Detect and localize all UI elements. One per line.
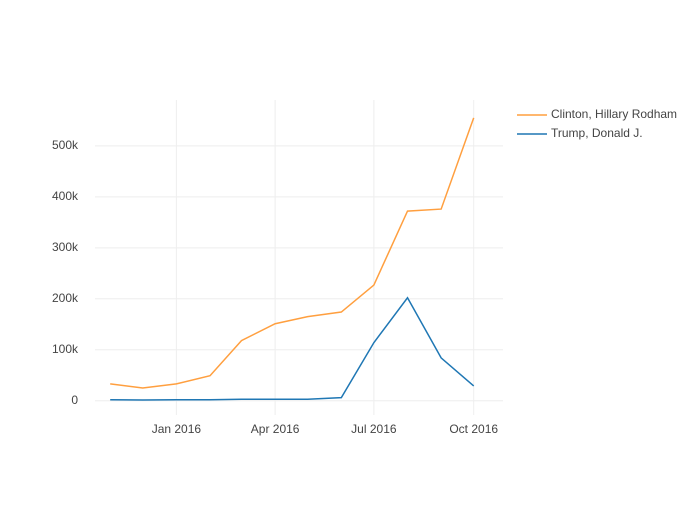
x-tick-label: Jul 2016	[351, 422, 397, 436]
x-tick-label: Jan 2016	[152, 422, 202, 436]
legend-label: Clinton, Hillary Rodham	[551, 107, 677, 121]
y-tick-label: 500k	[52, 138, 79, 152]
y-tick-label: 400k	[52, 189, 79, 203]
y-tick-label: 0	[71, 393, 78, 407]
y-tick-label: 300k	[52, 240, 79, 254]
y-tick-label: 100k	[52, 342, 79, 356]
line	[110, 117, 475, 389]
x-tick-label: Oct 2016	[449, 422, 498, 436]
x-tick-label: Apr 2016	[251, 422, 300, 436]
legend-label: Trump, Donald J.	[551, 126, 643, 140]
y-tick-label: 200k	[52, 291, 79, 305]
line	[110, 296, 475, 401]
